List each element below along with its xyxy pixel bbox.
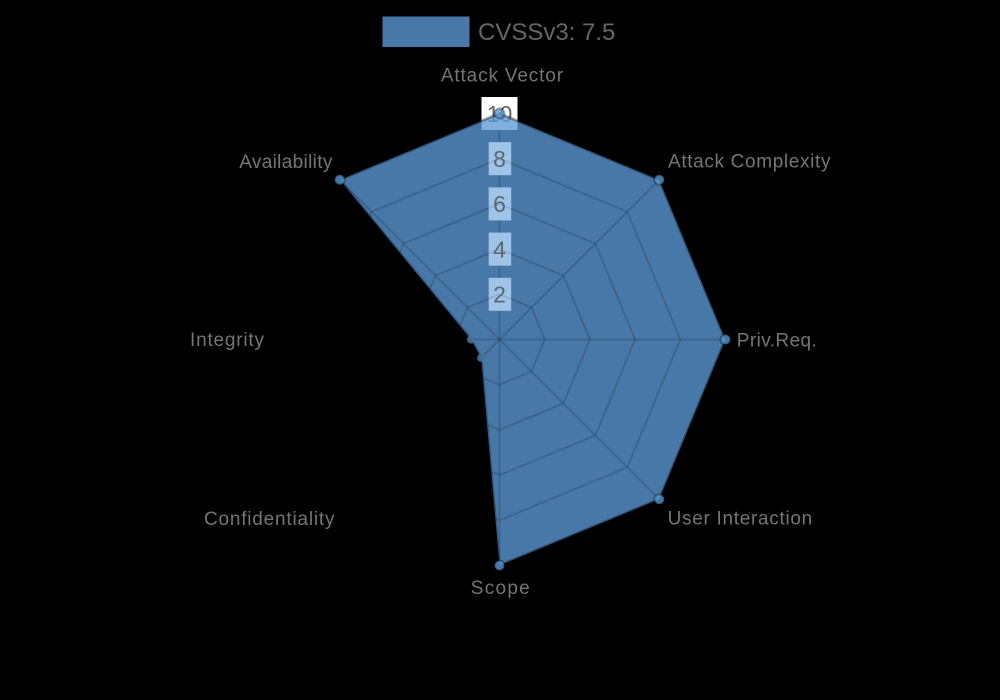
svg-text:Scope: Scope (471, 578, 531, 599)
svg-text:Integrity: Integrity (190, 330, 265, 351)
svg-text:CVSSv3: 7.5: CVSSv3: 7.5 (478, 19, 615, 46)
svg-text:6: 6 (493, 191, 506, 217)
svg-text:Attack Complexity: Attack Complexity (668, 152, 831, 173)
svg-text:Priv.Req.: Priv.Req. (737, 331, 817, 352)
svg-text:Attack Vector: Attack Vector (441, 65, 564, 86)
svg-text:Availability: Availability (239, 152, 333, 173)
svg-text:Confidentiality: Confidentiality (204, 509, 335, 530)
svg-text:2: 2 (493, 282, 506, 308)
svg-text:4: 4 (493, 236, 506, 262)
svg-text:User Interaction: User Interaction (668, 508, 813, 529)
svg-text:8: 8 (493, 146, 506, 172)
